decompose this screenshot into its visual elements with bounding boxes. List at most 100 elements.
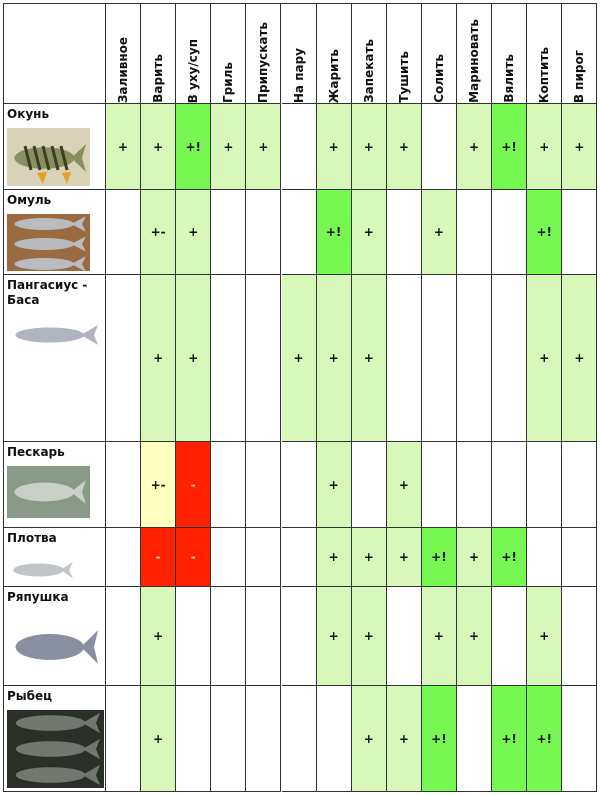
column-header-label: Вялить bbox=[502, 54, 517, 103]
rating-cell: + bbox=[176, 275, 212, 442]
rating-cell: + bbox=[527, 587, 563, 686]
rating-cell: +! bbox=[316, 190, 352, 275]
rating-cell bbox=[421, 104, 457, 190]
rating-cell bbox=[281, 104, 317, 190]
rating-cell: +! bbox=[421, 686, 457, 792]
rating-cell: + bbox=[386, 442, 422, 528]
column-header-label: В пирог bbox=[572, 49, 587, 103]
column-header: Заливное bbox=[106, 3, 142, 104]
rating-cell bbox=[457, 442, 493, 528]
rating-cell: + bbox=[351, 275, 387, 442]
rating-cell: + bbox=[176, 190, 212, 275]
column-header: Мариновать bbox=[457, 3, 493, 104]
rating-cell: + bbox=[351, 190, 387, 275]
rating-cell: +! bbox=[492, 528, 528, 587]
rating-cell bbox=[562, 442, 598, 528]
rating-cell: - bbox=[176, 442, 212, 528]
column-header: В пирог bbox=[562, 3, 598, 104]
header-corner bbox=[3, 3, 106, 104]
rating-cell: + bbox=[141, 104, 177, 190]
rating-cell bbox=[386, 275, 422, 442]
rating-cell bbox=[211, 442, 247, 528]
rating-cell: + bbox=[457, 528, 493, 587]
rating-cell bbox=[492, 442, 528, 528]
pangasius-photo bbox=[7, 314, 102, 356]
rating-cell: + bbox=[386, 104, 422, 190]
rating-cell: + bbox=[351, 686, 387, 792]
rating-cell bbox=[457, 275, 493, 442]
fish-name: Окунь bbox=[7, 107, 50, 121]
rating-cell bbox=[281, 442, 317, 528]
rating-cell: + bbox=[316, 528, 352, 587]
rating-cell: + bbox=[211, 104, 247, 190]
column-header: Припускать bbox=[246, 3, 282, 104]
rating-cell bbox=[457, 686, 493, 792]
perch-photo bbox=[7, 128, 90, 186]
vimba-photo bbox=[7, 710, 104, 788]
rating-cell bbox=[562, 528, 598, 587]
rating-cell bbox=[246, 275, 282, 442]
rating-cell bbox=[351, 442, 387, 528]
rating-cell bbox=[562, 686, 598, 792]
rating-cell: + bbox=[351, 528, 387, 587]
rating-cell bbox=[386, 190, 422, 275]
rating-cell: + bbox=[351, 104, 387, 190]
omul-photo bbox=[7, 214, 90, 271]
rating-cell bbox=[106, 587, 142, 686]
column-header-label: Варить bbox=[151, 54, 166, 103]
rating-cell bbox=[386, 587, 422, 686]
fish-name: Пескарь bbox=[7, 445, 65, 459]
rating-cell: + bbox=[386, 528, 422, 587]
column-header-label: Тушить bbox=[396, 51, 411, 103]
rating-cell: + bbox=[351, 587, 387, 686]
rating-cell bbox=[106, 528, 142, 587]
rating-cell bbox=[421, 275, 457, 442]
column-header: Гриль bbox=[211, 3, 247, 104]
rating-cell bbox=[492, 587, 528, 686]
rating-cell: +- bbox=[141, 190, 177, 275]
rating-cell bbox=[281, 686, 317, 792]
rating-cell bbox=[106, 190, 142, 275]
rating-cell: + bbox=[316, 104, 352, 190]
column-header: В уху/суп bbox=[176, 3, 212, 104]
rating-cell bbox=[176, 686, 212, 792]
gudgeon-photo bbox=[7, 466, 90, 518]
rating-cell: + bbox=[316, 587, 352, 686]
column-header: Жарить bbox=[316, 3, 352, 104]
rating-cell bbox=[246, 587, 282, 686]
column-header-label: На пару bbox=[291, 47, 306, 103]
fish-row-header: Рыбец bbox=[3, 686, 106, 792]
column-header: Вялить bbox=[492, 3, 528, 104]
rating-cell: + bbox=[246, 104, 282, 190]
rating-cell: + bbox=[141, 587, 177, 686]
fish-name: Омуль bbox=[7, 193, 52, 207]
fish-row-header: Ряпушка bbox=[3, 587, 106, 686]
rating-cell bbox=[106, 442, 142, 528]
rating-cell bbox=[211, 275, 247, 442]
rating-cell bbox=[211, 528, 247, 587]
fish-row-header: Пескарь bbox=[3, 442, 106, 528]
rating-cell: - bbox=[141, 528, 177, 587]
rating-cell bbox=[106, 686, 142, 792]
rating-cell: + bbox=[316, 442, 352, 528]
rating-cell: - bbox=[176, 528, 212, 587]
column-header-label: Жарить bbox=[326, 48, 341, 103]
rating-cell bbox=[211, 686, 247, 792]
rating-cell: +! bbox=[421, 528, 457, 587]
column-header-label: Припускать bbox=[256, 21, 271, 103]
rating-cell bbox=[562, 587, 598, 686]
rating-cell bbox=[246, 528, 282, 587]
column-header-label: Солить bbox=[431, 54, 446, 103]
column-header: На пару bbox=[281, 3, 317, 104]
column-header-label: Коптить bbox=[537, 46, 552, 103]
column-header: Варить bbox=[141, 3, 177, 104]
rating-cell: + bbox=[386, 686, 422, 792]
column-header: Солить bbox=[421, 3, 457, 104]
rating-cell: +! bbox=[527, 686, 563, 792]
rating-cell bbox=[527, 442, 563, 528]
rating-cell bbox=[527, 528, 563, 587]
fish-row-header: Плотва bbox=[3, 528, 106, 587]
rating-cell bbox=[457, 190, 493, 275]
rating-cell bbox=[176, 587, 212, 686]
rating-cell: + bbox=[316, 275, 352, 442]
